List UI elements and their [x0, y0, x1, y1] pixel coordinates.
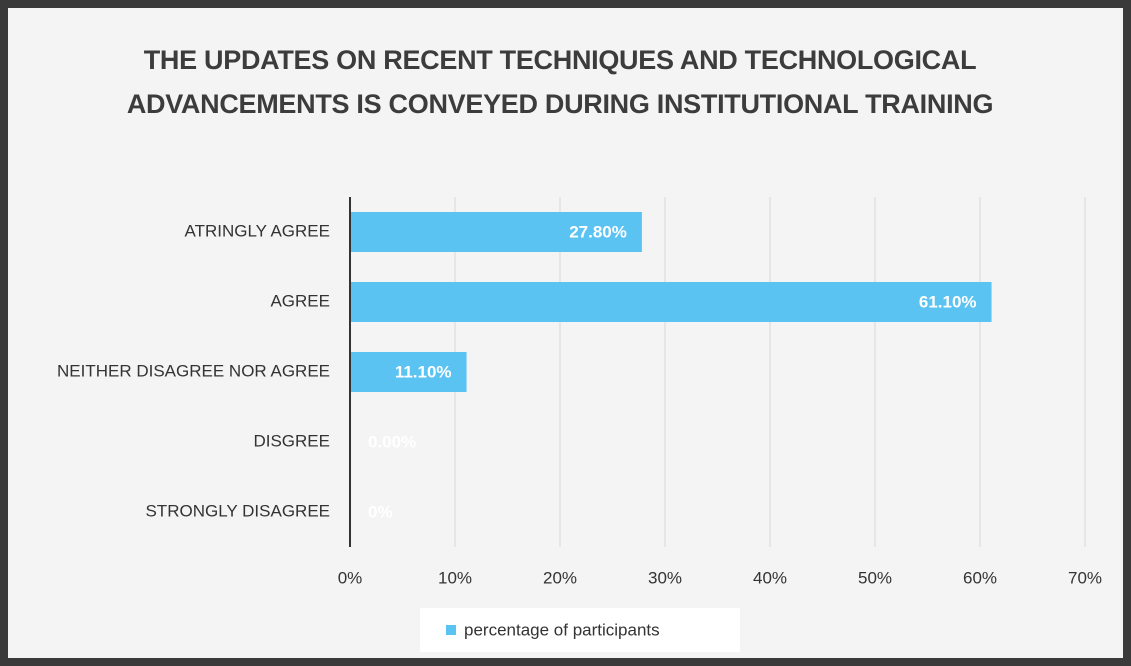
legend-box [420, 608, 740, 652]
x-tick-label: 60% [963, 568, 997, 587]
legend-label: percentage of participants [464, 620, 660, 639]
x-tick-label: 40% [753, 568, 787, 587]
x-tick-label: 50% [858, 568, 892, 587]
x-tick-label: 30% [648, 568, 682, 587]
y-tick-label: DISGREE [253, 431, 330, 450]
x-tick-label: 20% [543, 568, 577, 587]
legend-swatch [446, 625, 456, 635]
value-label: 11.10% [395, 362, 452, 381]
value-label: 0% [368, 502, 393, 521]
value-label: 0.00% [368, 432, 416, 451]
y-tick-label: AGREE [270, 291, 330, 310]
value-label: 27.80% [569, 222, 627, 241]
x-tick-label: 0% [338, 568, 363, 587]
chart-title: THE UPDATES ON RECENT TECHNIQUES AND TEC… [126, 45, 994, 119]
bar [350, 282, 992, 322]
y-tick-label: STRONGLY DISAGREE [145, 501, 330, 520]
x-tick-label: 10% [438, 568, 472, 587]
x-tick-label: 70% [1068, 568, 1102, 587]
bar [350, 212, 642, 252]
y-tick-label: ATRINGLY AGREE [185, 221, 331, 240]
bar [350, 352, 467, 392]
value-label: 61.10% [919, 292, 977, 311]
y-tick-label: NEITHER DISAGREE NOR AGREE [57, 361, 330, 380]
